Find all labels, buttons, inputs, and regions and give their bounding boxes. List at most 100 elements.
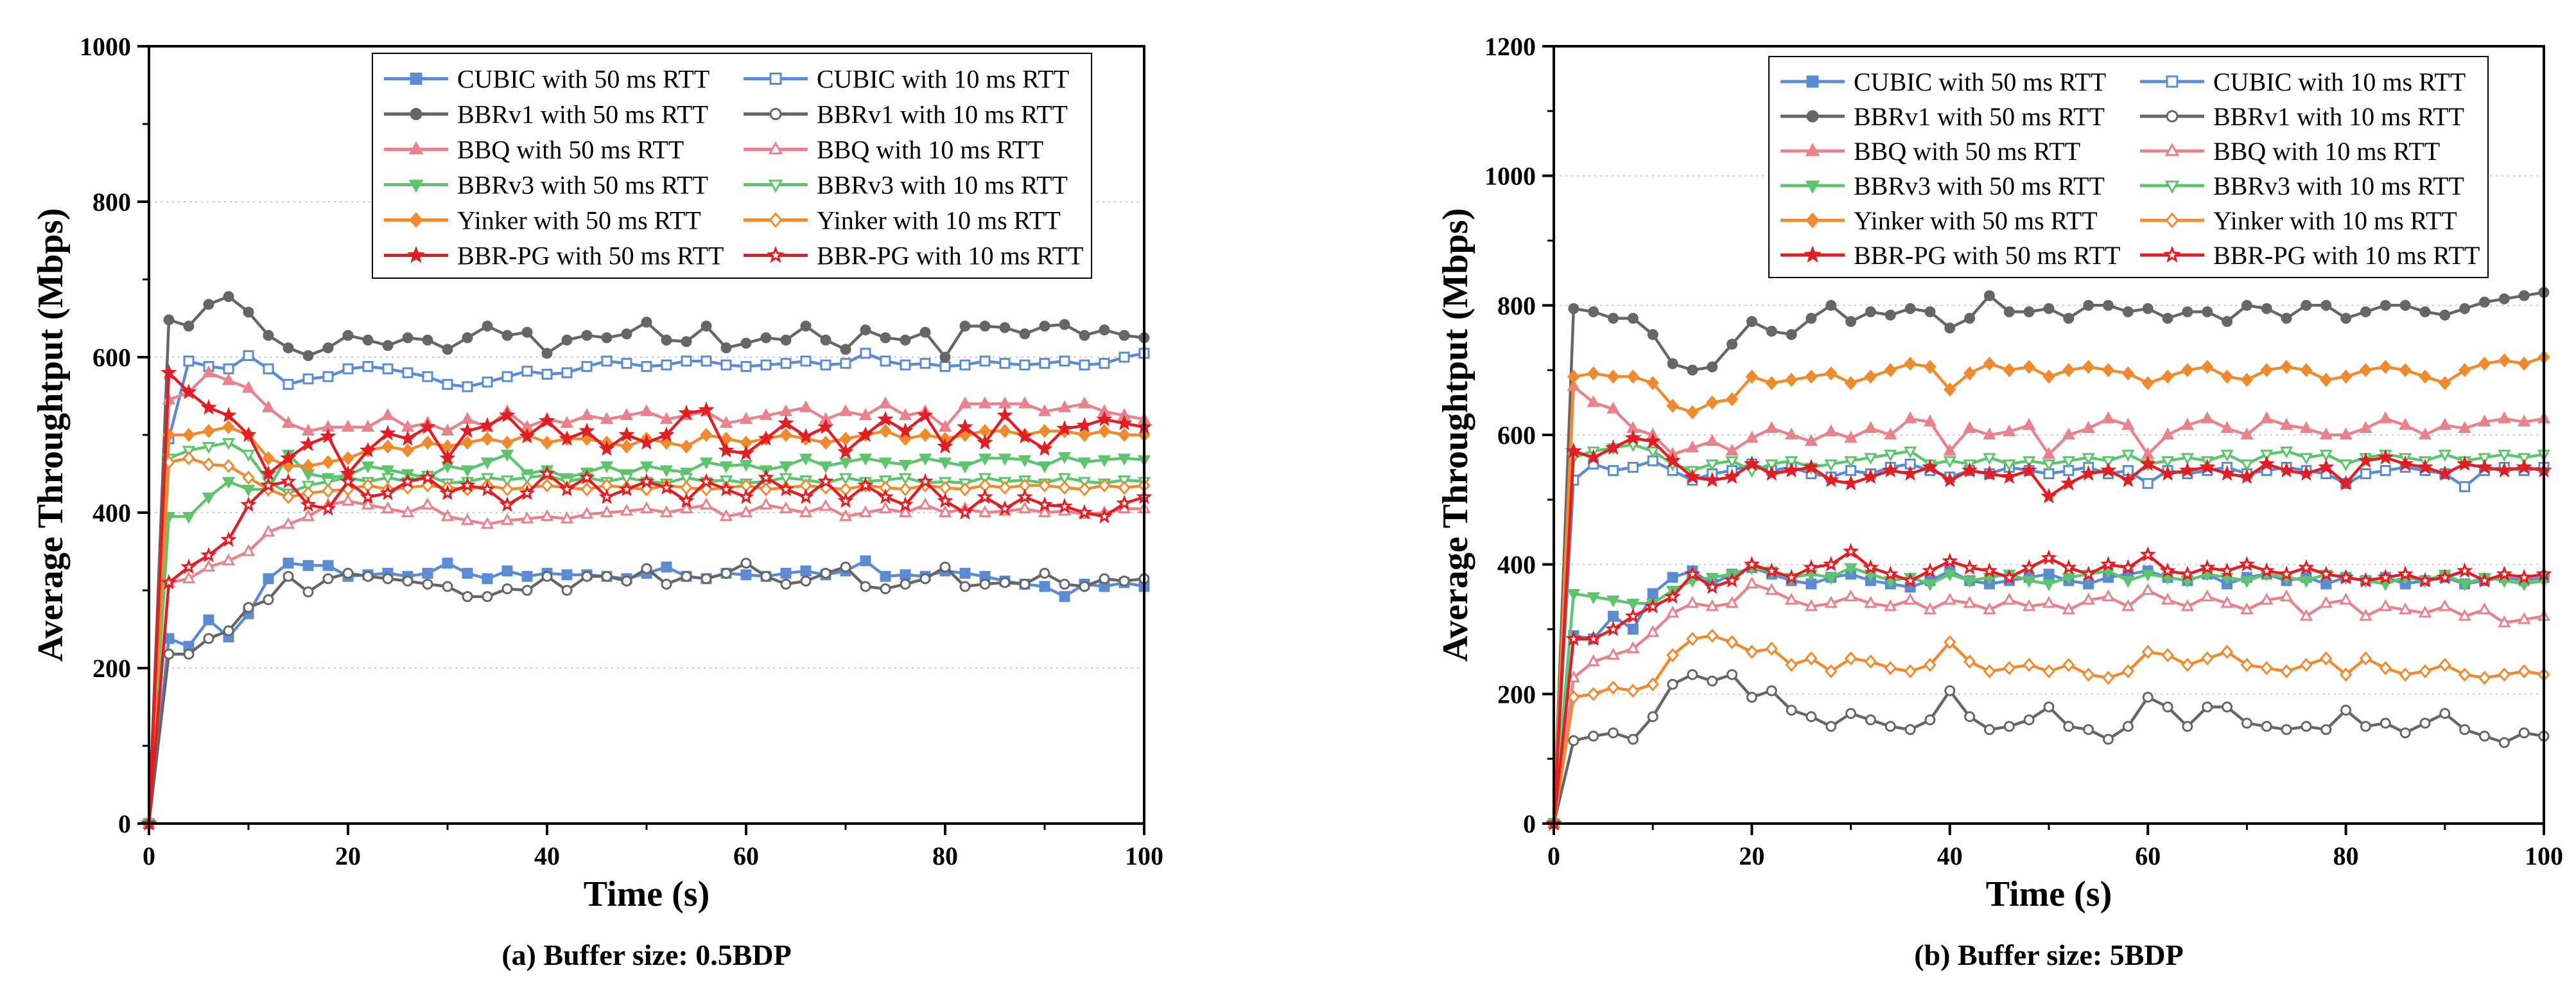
data-point	[1924, 657, 1936, 672]
panel-caption: (a) Buffer size: 0.5BDP	[501, 939, 791, 971]
legend-item: BBRv1 with 50 ms RTT	[1780, 102, 2105, 131]
data-point	[679, 501, 693, 514]
legend-label: BBQ with 10 ms RTT	[2213, 137, 2440, 166]
data-point	[2258, 562, 2275, 578]
data-point	[1646, 376, 1659, 391]
data-point	[322, 484, 335, 498]
data-point	[2339, 667, 2353, 682]
data-point	[1608, 610, 1619, 622]
data-point	[2121, 418, 2135, 430]
legend-item: BBR-PG with 50 ms RTT	[1780, 241, 2120, 270]
data-point	[857, 477, 874, 493]
data-point	[2022, 456, 2036, 468]
data-point	[640, 501, 654, 514]
data-point	[621, 358, 632, 369]
data-point	[1058, 481, 1071, 495]
series-a-1	[143, 348, 1150, 829]
data-point	[361, 497, 375, 509]
data-point	[2023, 657, 2035, 672]
data-point	[223, 625, 234, 637]
data-point	[1922, 459, 1938, 475]
y-axis-label: Average Throughtput (Mbps)	[31, 208, 71, 662]
data-point	[2417, 572, 2433, 588]
legend-item: BBQ with 10 ms RTT	[744, 136, 1043, 164]
data-point	[2042, 446, 2056, 459]
data-point	[1745, 369, 1759, 384]
data-point	[2498, 411, 2511, 423]
data-point	[2458, 608, 2471, 621]
data-point	[2119, 472, 2137, 488]
data-point	[263, 573, 274, 585]
data-point	[977, 434, 993, 450]
data-point	[2260, 592, 2274, 605]
data-point	[2456, 455, 2473, 472]
series-b-3	[1548, 669, 2550, 829]
data-point	[860, 348, 871, 359]
data-point	[719, 509, 733, 522]
data-point	[640, 461, 654, 473]
legend-swatch-marker	[2166, 75, 2179, 88]
series-line	[1552, 673, 2545, 824]
data-point	[919, 358, 931, 369]
data-point	[1568, 303, 1580, 314]
data-point	[281, 516, 295, 529]
data-point	[459, 477, 476, 493]
data-point	[1825, 721, 1837, 732]
data-point	[2218, 465, 2236, 481]
data-point	[1904, 303, 1916, 314]
data-point	[540, 509, 554, 522]
data-point	[1786, 329, 1797, 340]
data-point	[1077, 396, 1092, 409]
data-point	[2279, 589, 2293, 602]
data-point	[462, 332, 473, 344]
data-point	[401, 419, 415, 432]
series-line	[147, 559, 1145, 824]
data-point	[1704, 472, 1721, 488]
data-point	[779, 473, 793, 486]
data-point	[2142, 478, 2154, 490]
data-point	[1626, 641, 1640, 653]
data-point	[996, 500, 1013, 516]
data-point	[2161, 592, 2175, 605]
data-point	[581, 361, 593, 373]
series-a-11	[141, 465, 1153, 831]
data-point	[1963, 421, 1976, 434]
data-point	[300, 496, 317, 512]
legend-item: CUBIC with 10 ms RTT	[744, 65, 1069, 94]
data-point	[1057, 452, 1072, 464]
data-point	[500, 475, 514, 488]
data-point	[2320, 651, 2333, 666]
data-point	[837, 443, 854, 459]
data-point	[718, 441, 735, 458]
data-point	[959, 321, 971, 332]
data-point	[2320, 724, 2332, 736]
data-point	[2042, 459, 2056, 472]
series-a-3	[143, 558, 1150, 829]
data-point	[2182, 306, 2193, 317]
data-point	[2222, 316, 2233, 328]
data-point	[2359, 363, 2372, 378]
data-point	[840, 561, 851, 573]
data-point	[2298, 465, 2315, 481]
data-point	[658, 426, 675, 442]
data-point	[1765, 583, 1779, 595]
data-point	[778, 481, 794, 497]
data-point	[402, 575, 413, 587]
data-point	[819, 436, 832, 450]
data-point	[479, 417, 496, 433]
data-point	[1803, 559, 1820, 575]
data-point	[1567, 670, 1581, 683]
data-point	[2258, 455, 2275, 472]
data-point	[2379, 411, 2392, 423]
data-point	[2161, 427, 2175, 440]
data-point	[2260, 363, 2273, 378]
data-point	[938, 457, 952, 470]
data-point	[1605, 621, 1622, 637]
data-point	[2021, 462, 2037, 478]
data-point	[1019, 578, 1031, 590]
data-point	[580, 506, 594, 519]
panel-b: 0 200 400 600 800 1000 1200 0 20 40 60 80 100 Time (s…	[1436, 32, 2563, 971]
data-point	[2121, 366, 2135, 381]
data-point	[419, 469, 436, 485]
data-point	[2476, 572, 2493, 588]
